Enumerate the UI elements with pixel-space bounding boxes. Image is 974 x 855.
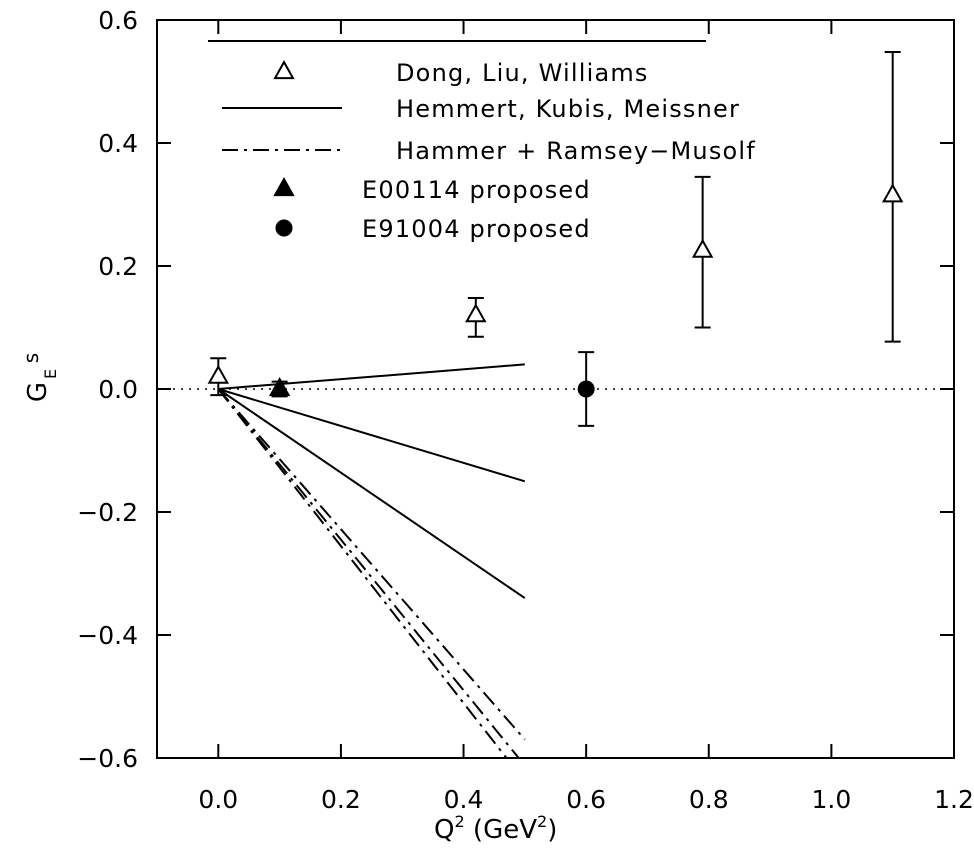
y-tick-label: −0.4 xyxy=(77,621,138,650)
hammer-curve xyxy=(217,388,520,759)
x-tick-label: 0.8 xyxy=(689,785,729,814)
y-axis-title-sup: s xyxy=(19,353,43,363)
x-tick-label: 0.6 xyxy=(566,785,606,814)
legend-label: E91004 proposed xyxy=(362,215,591,243)
data-point-open-triangle xyxy=(691,238,714,258)
x-axis-title-main: Q xyxy=(434,815,454,845)
x-tick-label: 0.2 xyxy=(321,785,361,814)
legend-marker-open-triangle xyxy=(273,60,295,80)
x-axis-title-sup2: 2 xyxy=(537,812,547,831)
x-axis-title: Q2 (GeV2) xyxy=(434,812,557,845)
y-tick-label: −0.6 xyxy=(77,744,138,773)
x-tick-label: 1.2 xyxy=(934,785,974,814)
y-axis-title: G xyxy=(23,382,53,402)
data-point-open-triangle xyxy=(881,183,904,203)
hemmert-curve xyxy=(218,388,526,483)
data-point-open-triangle xyxy=(207,364,230,384)
y-tick-label: 0.0 xyxy=(98,375,138,404)
data-point-filled-circle xyxy=(577,380,595,398)
legend-label: E00114 proposed xyxy=(362,176,591,204)
legend-label: Dong, Liu, Williams xyxy=(396,59,649,87)
x-axis-title-sup1: 2 xyxy=(454,812,464,831)
legend-label: Hammer + Ramsey−Musolf xyxy=(396,137,756,165)
plot-layer: 0.0 0.2 0.4 0.6 0.8 1.0 1.2 −0.6 −0.4 −0.2 0.0 0.2 0… xyxy=(77,6,974,814)
hemmert-curve xyxy=(217,388,526,599)
legend-marker-filled-triangle xyxy=(273,177,295,197)
y-tick-label: 0.2 xyxy=(98,252,138,281)
x-axis-title-paren-close: ) xyxy=(547,815,557,845)
y-axis-title-sub: E xyxy=(41,369,60,379)
y-axis-title-main: G xyxy=(23,382,53,402)
hemmert-curve xyxy=(218,363,525,390)
x-tick-label: 1.0 xyxy=(812,785,852,814)
legend-marker-filled-circle xyxy=(275,219,293,237)
y-tick-label: 0.6 xyxy=(98,6,138,35)
x-tick-label: 0.4 xyxy=(444,785,484,814)
legend: Dong, Liu, Williams Hemmert, Kubis, Meiss… xyxy=(208,40,756,243)
x-axis-title-paren-open: (GeV xyxy=(465,815,538,845)
y-tick-label: −0.2 xyxy=(77,498,138,527)
y-tick-label: 0.4 xyxy=(98,129,138,158)
x-tick-label: 0.0 xyxy=(198,785,238,814)
hammer-curve xyxy=(217,388,526,741)
data-point-open-triangle xyxy=(465,303,487,323)
data-point-filled-triangle xyxy=(268,377,291,397)
hammer-curve xyxy=(217,388,508,759)
legend-label: Hemmert, Kubis, Meissner xyxy=(396,95,740,123)
